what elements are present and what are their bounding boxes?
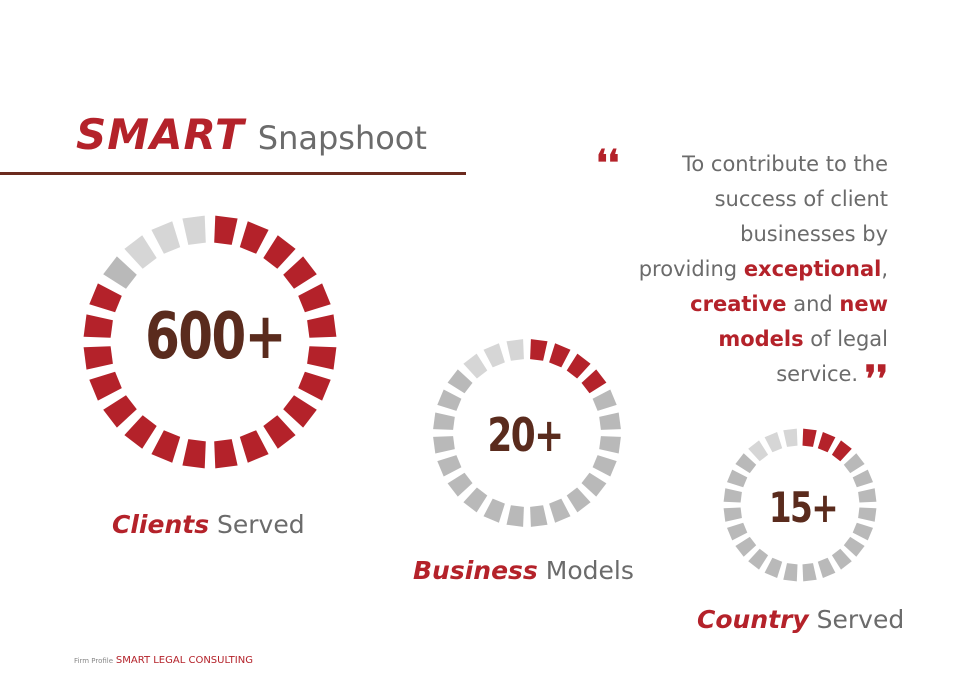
quote-line-5: creative and new xyxy=(690,292,888,316)
footer-doc-type: Firm Profile xyxy=(74,657,114,665)
business-ring-segment xyxy=(506,339,524,361)
clients-ring-segment xyxy=(103,395,137,428)
page-title: SMART Snapshoot xyxy=(76,110,427,159)
clients-ring-segment xyxy=(83,346,113,370)
title-subtitle: Snapshoot xyxy=(257,119,427,157)
clients-ring-segment xyxy=(103,256,137,289)
clients-served-label: Clients Served xyxy=(112,510,305,539)
clients-ring-segment xyxy=(214,215,238,245)
clients-ring-segment xyxy=(298,371,331,401)
title-brand: SMART xyxy=(76,110,245,159)
country-ring-segment xyxy=(748,548,769,570)
business-ring-segment xyxy=(581,369,607,394)
quote-line-4: providing exceptional, xyxy=(638,257,888,281)
country-ring-segment xyxy=(817,432,836,453)
business-ring-segment xyxy=(437,389,462,411)
clients-ring-segment xyxy=(307,346,337,370)
business-ring-segment xyxy=(437,455,462,477)
clients-ring-segment xyxy=(298,283,331,313)
country-ring-segment xyxy=(802,428,817,447)
clients-ring-segment xyxy=(307,314,337,338)
business-ring-segment xyxy=(506,505,524,527)
business-ring-segment xyxy=(530,339,548,361)
business-ring-segment xyxy=(599,412,621,430)
clients-ring-segment xyxy=(182,215,206,245)
business-ring-segment xyxy=(433,436,455,454)
country-ring-segment xyxy=(723,488,742,503)
business-ring-segment xyxy=(566,353,591,379)
clients-ring-segment xyxy=(151,221,181,254)
business-ring-segment xyxy=(483,498,505,523)
country-ring-segment xyxy=(817,557,836,578)
business-ring-segment xyxy=(463,487,488,513)
country-ring-segment xyxy=(843,536,865,557)
footer-firm-name: SMART LEGAL CONSULTING xyxy=(115,655,253,666)
open-quote-icon: ❛❛ xyxy=(596,142,620,184)
quote-line-1: ❛❛ To contribute to the xyxy=(596,142,888,184)
country-ring-segment xyxy=(858,507,877,522)
country-ring-segment xyxy=(843,453,865,474)
country-ring-segment xyxy=(764,557,783,578)
clients-ring-segment xyxy=(124,235,157,269)
country-ring-segment xyxy=(831,440,852,462)
clients-ring-segment xyxy=(83,314,113,338)
clients-served-value: 600+ xyxy=(145,300,286,374)
business-models-value: 20+ xyxy=(487,408,564,462)
business-ring-segment xyxy=(433,412,455,430)
country-served-label: Country Served xyxy=(697,605,905,634)
clients-ring-segment xyxy=(124,415,157,449)
business-ring-segment xyxy=(549,343,571,368)
clients-ring-segment xyxy=(283,256,317,289)
business-ring-segment xyxy=(549,498,571,523)
clients-ring-segment xyxy=(214,439,238,469)
country-ring-segment xyxy=(852,469,873,488)
country-ring-segment xyxy=(852,522,873,541)
title-underline xyxy=(0,172,466,175)
clients-ring-segment xyxy=(151,430,181,463)
country-ring-segment xyxy=(831,548,852,570)
quote-line-2: success of client xyxy=(714,187,888,211)
footer: Firm Profile SMART LEGAL CONSULTING xyxy=(74,655,253,666)
business-models-label: Business Models xyxy=(413,556,634,585)
country-ring-segment xyxy=(748,440,769,462)
country-ring-segment xyxy=(802,563,817,582)
quote-line-7: service. ❜❜ xyxy=(776,358,888,400)
country-ring-segment xyxy=(783,563,798,582)
clients-ring-segment xyxy=(263,235,296,269)
clients-ring-segment xyxy=(263,415,296,449)
country-ring-segment xyxy=(723,507,742,522)
country-ring-segment xyxy=(858,488,877,503)
business-ring-segment xyxy=(447,369,473,394)
country-ring-segment xyxy=(727,469,748,488)
country-ring-segment xyxy=(783,428,798,447)
business-ring-segment xyxy=(530,505,548,527)
country-served-value: 15+ xyxy=(768,483,839,532)
clients-ring-segment xyxy=(89,283,122,313)
country-ring-segment xyxy=(727,522,748,541)
clients-ring-segment xyxy=(239,221,269,254)
business-ring-segment xyxy=(592,455,617,477)
clients-ring-segment xyxy=(182,439,206,469)
mission-quote: ❛❛ To contribute to the success of client… xyxy=(596,142,888,400)
business-ring-segment xyxy=(447,472,473,497)
business-ring-segment xyxy=(592,389,617,411)
country-ring-segment xyxy=(764,432,783,453)
close-quote-icon: ❜❜ xyxy=(864,358,888,400)
business-ring-segment xyxy=(483,343,505,368)
quote-line-6: models of legal xyxy=(718,327,888,351)
quote-line-3: businesses by xyxy=(740,222,888,246)
business-ring-segment xyxy=(581,472,607,497)
clients-ring-segment xyxy=(89,371,122,401)
clients-ring-segment xyxy=(283,395,317,428)
business-ring-segment xyxy=(566,487,591,513)
country-ring-segment xyxy=(735,453,757,474)
business-ring-segment xyxy=(599,436,621,454)
country-ring-segment xyxy=(735,536,757,557)
clients-ring-segment xyxy=(239,430,269,463)
business-ring-segment xyxy=(463,353,488,379)
